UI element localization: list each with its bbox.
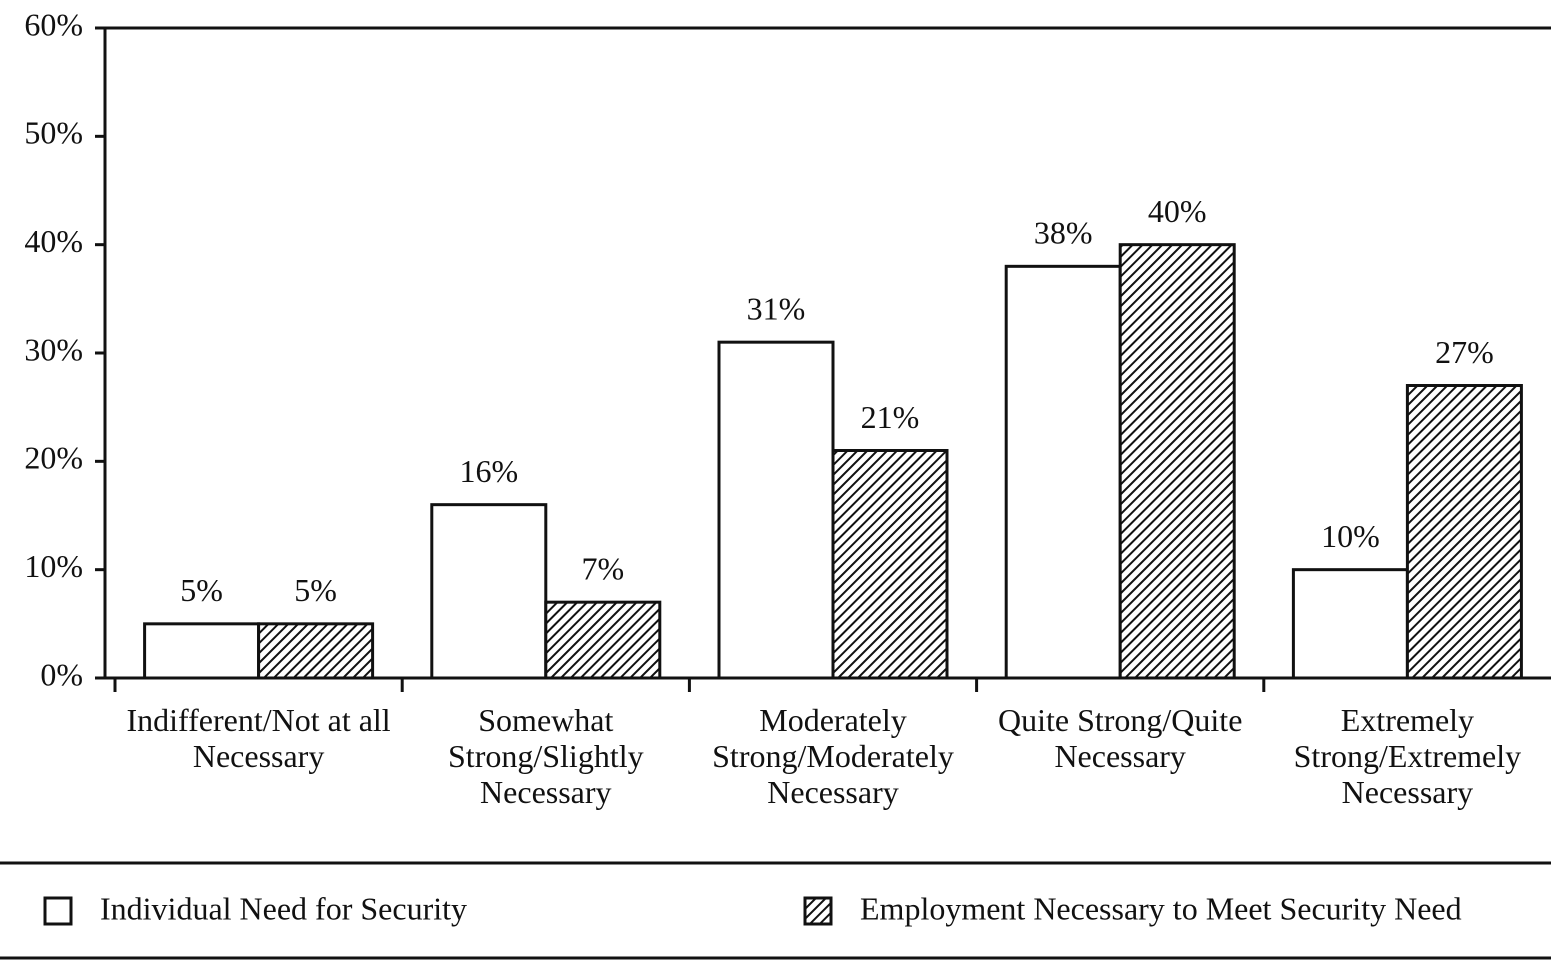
bar: [430, 503, 548, 680]
data-label: 10%: [1321, 518, 1380, 554]
y-tick-label: 20%: [24, 440, 83, 476]
legend-label: Individual Need for Security: [100, 890, 467, 926]
bar: [544, 600, 662, 680]
data-label: 5%: [180, 572, 223, 608]
bar: [1118, 243, 1236, 680]
data-label: 31%: [747, 291, 806, 327]
data-label: 40%: [1148, 193, 1207, 229]
bar: [1291, 568, 1409, 680]
x-tick-label: Extremely Strong/Extremely Necessary: [1293, 702, 1522, 810]
y-tick-label: 40%: [24, 223, 83, 259]
data-label: 16%: [459, 453, 518, 489]
data-label: 7%: [581, 551, 624, 587]
data-label: 5%: [294, 572, 337, 608]
data-label: 38%: [1034, 215, 1093, 251]
bar: [1405, 384, 1523, 680]
legend-swatch: [43, 896, 73, 926]
bar: [717, 340, 835, 680]
x-tick-label: Somewhat Strong/Slightly Necessary: [448, 702, 644, 810]
y-tick-label: 50%: [24, 115, 83, 151]
x-tick-label: Quite Strong/Quite Necessary: [997, 702, 1243, 774]
x-tick-label: Indifferent/Not at all Necessary: [126, 702, 391, 774]
bar: [143, 622, 261, 680]
legend-label: Employment Necessary to Meet Security Ne…: [860, 890, 1462, 926]
x-tick-label: Moderately Strong/Moderately Necessary: [712, 702, 954, 810]
y-tick-label: 30%: [24, 331, 83, 367]
y-tick-label: 10%: [24, 548, 83, 584]
y-tick-label: 60%: [24, 6, 83, 42]
y-tick-label: 0%: [40, 656, 83, 692]
data-label: 21%: [861, 399, 920, 435]
legend-box: [0, 861, 1551, 960]
bar: [1004, 264, 1122, 680]
data-label: 27%: [1435, 334, 1494, 370]
legend-swatch: [803, 896, 833, 926]
bar: [257, 622, 375, 680]
bar: [831, 449, 949, 680]
